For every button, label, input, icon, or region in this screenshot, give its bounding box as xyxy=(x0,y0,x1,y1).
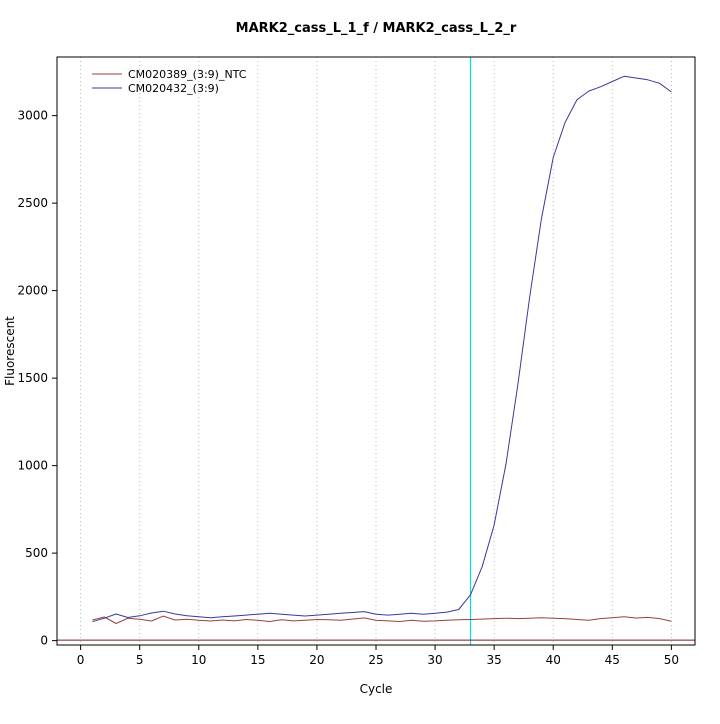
y-tick-label: 0 xyxy=(40,634,48,648)
x-tick-label: 25 xyxy=(368,653,383,667)
y-tick-label: 1500 xyxy=(17,371,48,385)
x-tick-label: 20 xyxy=(309,653,324,667)
x-tick-label: 45 xyxy=(605,653,620,667)
y-axis-label: Fluorescent xyxy=(3,316,17,386)
x-tick-label: 0 xyxy=(77,653,85,667)
x-tick-label: 5 xyxy=(136,653,144,667)
x-axis-label: Cycle xyxy=(360,682,393,696)
legend-label: CM020389_(3:9)_NTC xyxy=(128,68,247,81)
chart-title: MARK2_cass_L_1_f / MARK2_cass_L_2_r xyxy=(236,21,517,36)
x-tick-label: 15 xyxy=(250,653,265,667)
series-lines xyxy=(92,75,672,624)
y-tick-label: 2000 xyxy=(17,284,48,298)
legend-label: CM020432_(3:9) xyxy=(128,82,219,95)
series-line-0 xyxy=(92,615,672,624)
x-tick-label: 35 xyxy=(487,653,502,667)
axes: 0 5 10 15 20 25 30 35 40 45 5005001000150020002500… xyxy=(17,56,696,667)
gridlines xyxy=(57,57,695,645)
x-tick-label: 10 xyxy=(191,653,206,667)
y-tick-label: 500 xyxy=(25,546,48,560)
x-tick-label: 40 xyxy=(546,653,561,667)
x-tick-label: 50 xyxy=(664,653,679,667)
x-tick-label: 30 xyxy=(427,653,442,667)
series-line-1 xyxy=(92,75,672,623)
y-tick-label: 2500 xyxy=(17,196,48,210)
y-tick-label: 3000 xyxy=(17,109,48,123)
y-tick-label: 1000 xyxy=(17,459,48,473)
